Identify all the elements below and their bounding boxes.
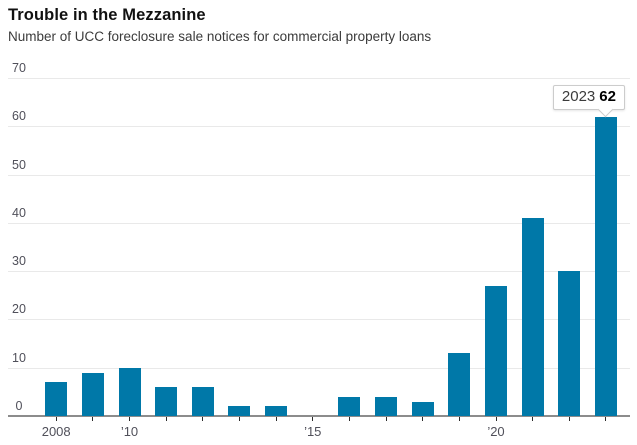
bar-2008[interactable] bbox=[45, 382, 68, 416]
y-tick-label-70: 70 bbox=[12, 60, 26, 75]
x-tick-2011 bbox=[165, 416, 167, 421]
x-tick-2017 bbox=[385, 416, 387, 421]
x-tick-2012 bbox=[202, 416, 204, 421]
x-tick-2022 bbox=[568, 416, 570, 421]
bar-2018[interactable] bbox=[411, 401, 434, 416]
x-tick-2021 bbox=[532, 416, 534, 421]
bar-2010[interactable] bbox=[118, 367, 141, 416]
bar-2019[interactable] bbox=[448, 353, 471, 416]
x-tick-2014 bbox=[275, 416, 277, 421]
chart-title: Trouble in the Mezzanine bbox=[8, 6, 206, 24]
y-tick-label-30: 30 bbox=[12, 254, 26, 269]
bar-2012[interactable] bbox=[191, 387, 214, 416]
x-tick-2018 bbox=[422, 416, 424, 421]
x-tick-2016 bbox=[348, 416, 350, 421]
x-tick-label-2020: ’20 bbox=[487, 424, 505, 439]
bar-2023[interactable] bbox=[594, 116, 617, 416]
x-tick-label-2015: ’15 bbox=[304, 424, 322, 439]
x-tick-2008 bbox=[55, 416, 57, 421]
gridline-y-50 bbox=[8, 174, 630, 176]
gridline-y-40 bbox=[8, 222, 630, 224]
bar-2014[interactable] bbox=[265, 406, 288, 416]
annotation-callout: 2023 62 bbox=[552, 84, 625, 110]
gridline-y-30 bbox=[8, 271, 630, 273]
bar-2011[interactable] bbox=[155, 387, 178, 416]
gridline-y-20 bbox=[8, 319, 630, 321]
y-tick-label-60: 60 bbox=[12, 109, 26, 124]
annotation-year: 2023 bbox=[561, 87, 596, 105]
y-tick-label-40: 40 bbox=[12, 205, 26, 220]
bar-2022[interactable] bbox=[558, 271, 581, 416]
x-tick-2009 bbox=[92, 416, 94, 421]
x-axis-line bbox=[8, 414, 630, 417]
bar-2009[interactable] bbox=[81, 372, 104, 416]
x-tick-2020 bbox=[495, 416, 497, 421]
gridline-y-60 bbox=[8, 126, 630, 128]
x-tick-2015 bbox=[312, 416, 314, 421]
bar-2021[interactable] bbox=[521, 217, 544, 416]
x-tick-label-2010: ’10 bbox=[120, 424, 139, 439]
x-tick-label-2008: 2008 bbox=[41, 424, 71, 439]
x-tick-2013 bbox=[238, 416, 240, 421]
gridline-y-70 bbox=[8, 77, 630, 79]
y-tick-label-50: 50 bbox=[12, 157, 26, 172]
bar-2013[interactable] bbox=[228, 406, 251, 416]
gridline-y-10 bbox=[8, 367, 630, 369]
x-tick-2023 bbox=[605, 416, 607, 421]
bar-2016[interactable] bbox=[338, 396, 361, 416]
y-tick-label-10: 10 bbox=[12, 350, 26, 365]
x-tick-2010 bbox=[129, 416, 130, 421]
annotation-value: 62 bbox=[599, 87, 616, 105]
y-tick-label-20: 20 bbox=[12, 302, 26, 317]
bar-2017[interactable] bbox=[375, 396, 398, 416]
x-tick-2019 bbox=[458, 416, 460, 421]
chart-subtitle: Number of UCC foreclosure sale notices f… bbox=[8, 29, 432, 44]
y-tick-label-0: 0 bbox=[15, 399, 23, 413]
bar-2020[interactable] bbox=[485, 285, 507, 416]
